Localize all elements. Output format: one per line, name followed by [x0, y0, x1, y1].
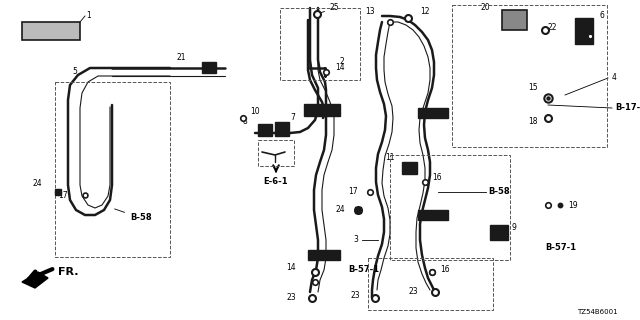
Text: TZ54B6001: TZ54B6001 [577, 309, 618, 315]
Text: 7: 7 [290, 114, 295, 123]
Text: 6: 6 [600, 11, 605, 20]
Bar [418, 108, 448, 118]
Text: 24: 24 [33, 179, 42, 188]
Text: B-17-20: B-17-20 [615, 103, 640, 113]
Bar [418, 210, 448, 220]
Text: 15: 15 [529, 84, 538, 92]
Text: 19: 19 [568, 201, 578, 210]
Text: 20: 20 [481, 4, 490, 12]
Bar [55, 82, 170, 257]
Text: 17: 17 [58, 190, 68, 199]
Bar [258, 124, 272, 136]
Bar [304, 104, 340, 116]
Text: 23: 23 [350, 292, 360, 300]
Text: FR.: FR. [58, 267, 79, 277]
Text: 2: 2 [340, 58, 345, 67]
Text: R-134a: R-134a [36, 27, 66, 36]
Text: 1: 1 [86, 11, 91, 20]
Text: 22: 22 [548, 23, 557, 33]
Bar [258, 140, 294, 166]
Bar [575, 18, 593, 44]
Text: 23: 23 [286, 293, 296, 302]
Text: 25: 25 [319, 4, 340, 13]
Text: 4: 4 [612, 74, 617, 83]
Text: B-58: B-58 [488, 188, 509, 196]
Text: E-6-1: E-6-1 [264, 178, 288, 187]
Bar [368, 258, 493, 310]
Text: 24: 24 [335, 205, 345, 214]
Text: 11: 11 [385, 154, 395, 163]
Text: B-57-1: B-57-1 [545, 244, 576, 252]
Text: 16: 16 [440, 266, 450, 275]
Text: 17: 17 [348, 188, 358, 196]
Text: 14: 14 [335, 63, 344, 73]
Polygon shape [22, 272, 48, 288]
Bar [275, 122, 289, 136]
Text: B-58: B-58 [115, 209, 152, 222]
Text: 10: 10 [250, 108, 260, 116]
Text: 13: 13 [365, 7, 375, 17]
Text: 21: 21 [177, 53, 186, 62]
Text: 9: 9 [512, 223, 517, 233]
Bar [490, 225, 508, 240]
Text: 16: 16 [432, 173, 442, 182]
Bar [202, 62, 216, 73]
Bar [280, 8, 360, 80]
Bar [502, 10, 527, 30]
Bar [402, 162, 417, 174]
Bar [390, 155, 510, 260]
Bar [452, 5, 607, 147]
Text: 18: 18 [529, 117, 538, 126]
Bar [22, 22, 80, 40]
Text: 14: 14 [286, 263, 296, 273]
Text: 8: 8 [243, 117, 247, 126]
Bar [308, 250, 340, 260]
Text: 12: 12 [420, 7, 429, 17]
Text: B-57-1: B-57-1 [348, 266, 379, 275]
Text: 3: 3 [353, 236, 358, 244]
Text: 5: 5 [72, 68, 77, 76]
Text: 23: 23 [408, 287, 418, 297]
